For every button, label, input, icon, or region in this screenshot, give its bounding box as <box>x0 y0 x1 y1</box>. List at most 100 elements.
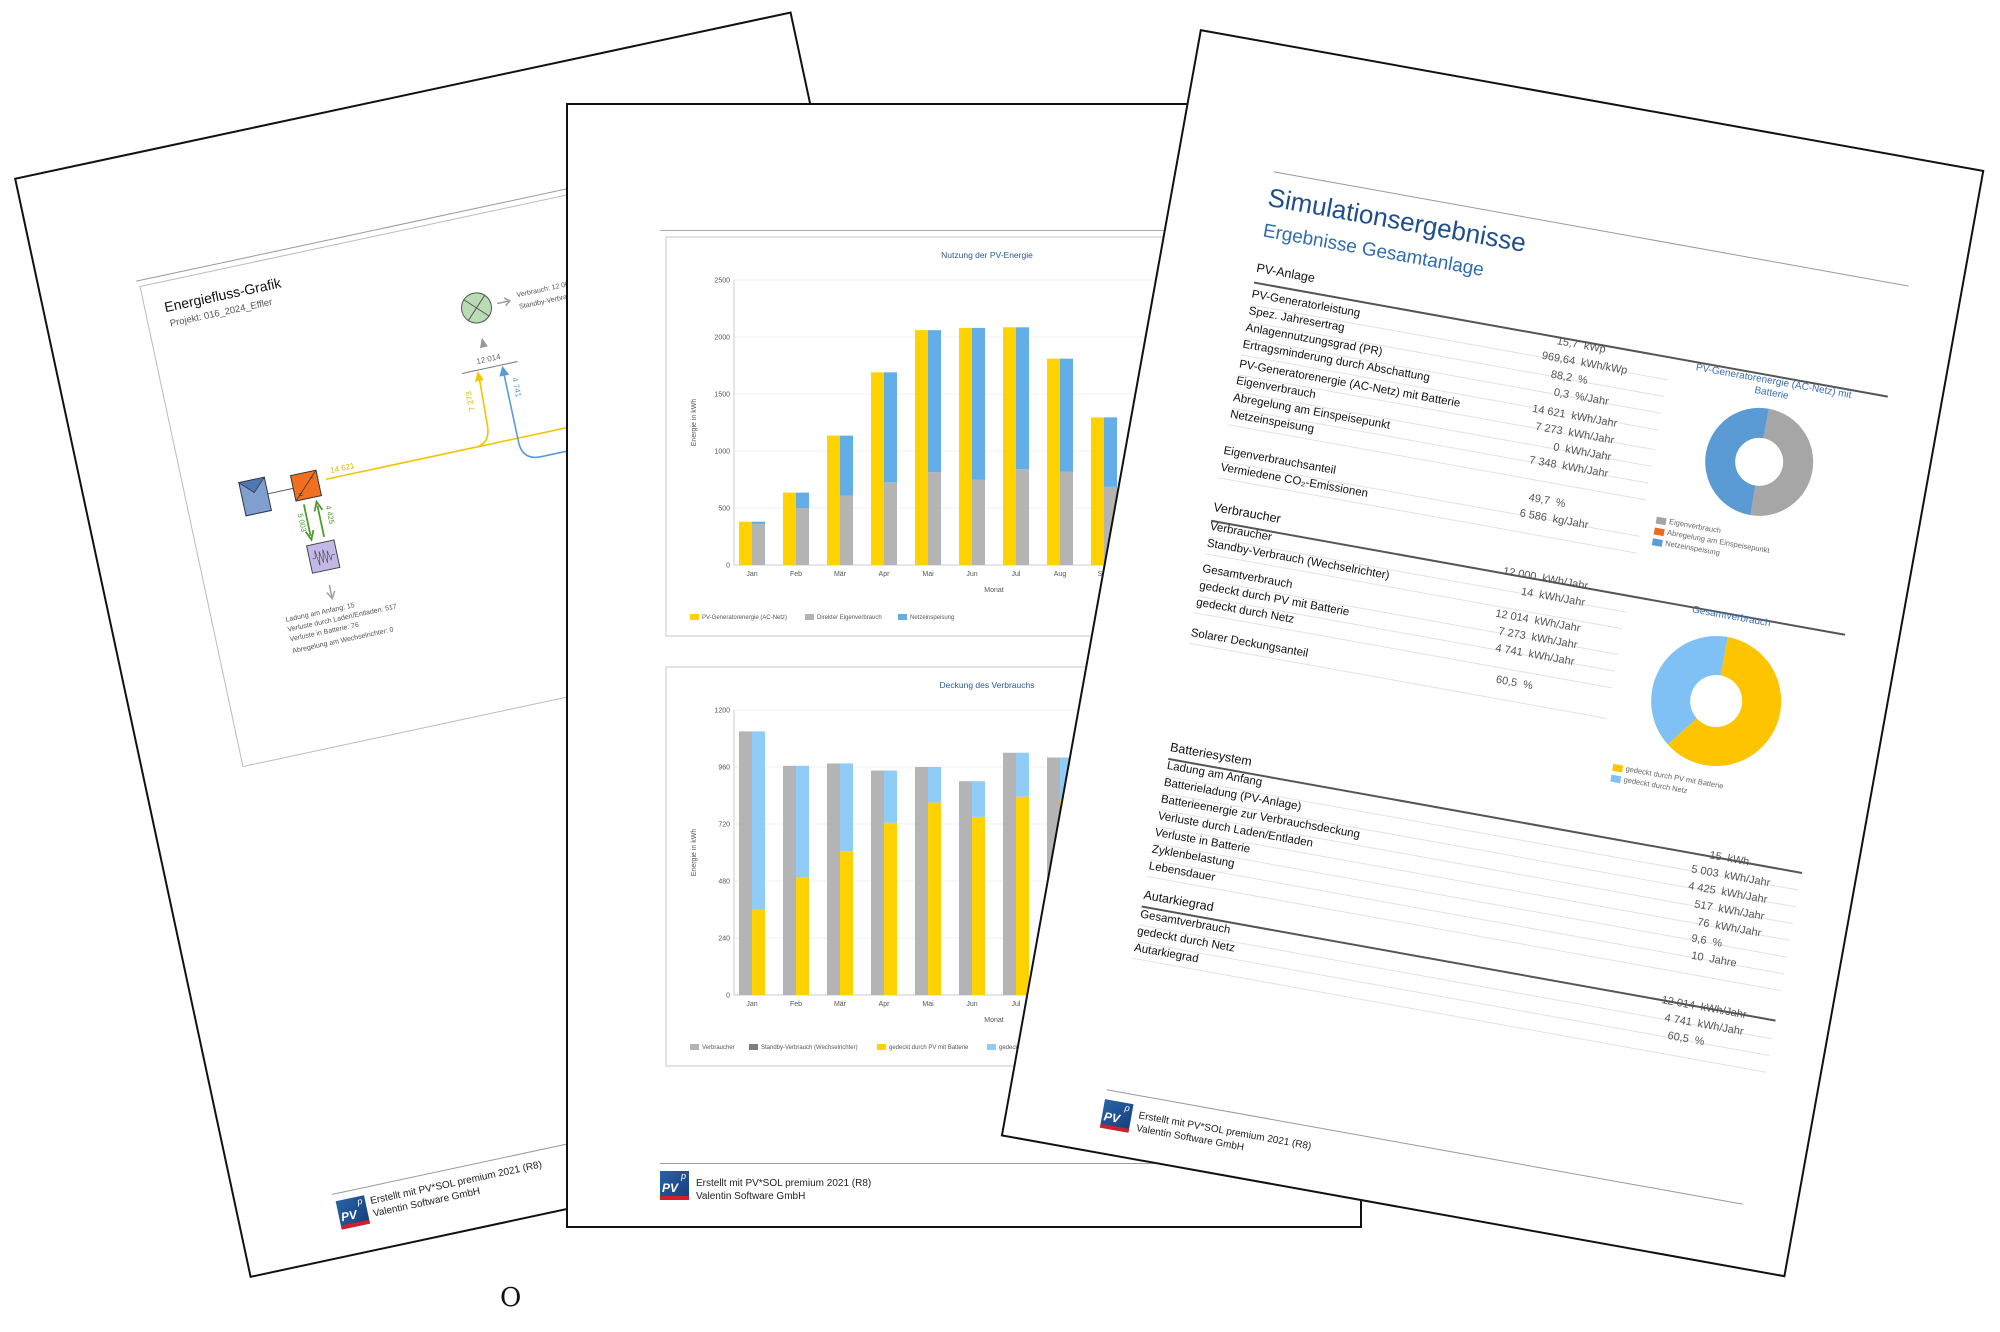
bar-gedeckt-durch-netz <box>972 781 985 817</box>
footer-line-1: Erstellt mit PV*SOL premium 2021 (R8) <box>696 1178 872 1189</box>
bar-netzeinspeisung <box>1060 358 1073 472</box>
bar-pv-generatorenergie-ac-netz- <box>915 330 928 565</box>
legend-label: Verbraucher <box>702 1045 735 1051</box>
row-unit: Jahre <box>1708 952 1738 970</box>
connector-line <box>267 487 294 495</box>
arrow-up-icon <box>480 337 488 349</box>
x-tick-label: Jan <box>746 1001 757 1008</box>
bar-netzeinspeisung <box>1016 327 1029 470</box>
y-tick-label: 1000 <box>714 449 730 456</box>
bar-gedeckt-durch-pv-mit-batterie <box>752 909 765 995</box>
legend-swatch <box>1610 774 1622 783</box>
bar-netzeinspeisung <box>796 492 809 508</box>
bar-pv-generatorenergie-ac-netz- <box>1003 327 1016 565</box>
bar-verbraucher <box>783 765 796 995</box>
bar-direkter-eigenverbrauch <box>752 523 765 565</box>
bar-pv-generatorenergie-ac-netz- <box>739 521 752 565</box>
bar-pv-generatorenergie-ac-netz- <box>1047 358 1060 565</box>
svg-text:=: = <box>298 492 303 500</box>
pv-module-icon <box>237 476 272 517</box>
row-unit: % <box>1693 1034 1706 1049</box>
bar-gedeckt-durch-pv-mit-batterie <box>796 877 809 995</box>
arrow-up-icon <box>474 371 484 382</box>
flow-total-consumer: 12 014 <box>476 352 502 366</box>
pvsol-logo: PV p <box>660 1171 689 1200</box>
row-unit: kWh <box>1726 852 1751 869</box>
battery-icon <box>306 539 341 574</box>
header-rule <box>660 230 1360 231</box>
x-tick-label: Feb <box>790 571 802 578</box>
bar-pv-generatorenergie-ac-netz- <box>959 327 972 565</box>
flow-pv-to-consumer: 7 273 <box>464 390 477 412</box>
y-tick-label: 2500 <box>714 278 730 285</box>
bar-gedeckt-durch-pv-mit-batterie <box>972 816 985 995</box>
y-tick-label: 240 <box>718 936 730 943</box>
bar-verbraucher <box>827 763 840 995</box>
row-unit: kWh/Jahr <box>1696 1017 1745 1038</box>
flow-battery-discharge: 4 425 <box>324 504 337 524</box>
y-tick-label: 0 <box>726 563 730 570</box>
stray-character: O <box>500 1283 522 1313</box>
bar-direkter-eigenverbrauch <box>972 479 985 565</box>
bar-direkter-eigenverbrauch <box>884 482 897 565</box>
arrow-up-icon <box>313 499 326 538</box>
x-tick-label: Apr <box>879 1001 891 1008</box>
bar-direkter-eigenverbrauch <box>928 472 941 565</box>
row-unit: kWh/Jahr <box>1714 919 1763 940</box>
x-tick-label: Mär <box>834 1001 847 1008</box>
legend-swatch <box>1653 526 1665 536</box>
row-unit: kWh/Jahr <box>1723 869 1772 890</box>
bar-netzeinspeisung <box>840 435 853 496</box>
x-tick-label: Jun <box>966 571 977 578</box>
bar-netzeinspeisung <box>972 327 985 480</box>
x-tick-label: Feb <box>790 1001 802 1008</box>
bar-gedeckt-durch-netz <box>1016 752 1029 797</box>
energy-flow-diagram: 12 014 7 273 4 741 14 621 Verbrauch: 12 … <box>237 280 801 655</box>
legend-swatch <box>690 614 699 620</box>
pv-to-consumer-line <box>477 378 489 448</box>
bar-gedeckt-durch-pv-mit-batterie <box>884 822 897 995</box>
bar-gedeckt-durch-pv-mit-batterie <box>928 802 941 995</box>
footer-text: Erstellt mit PV*SOL premium 2021 (R8) Va… <box>1135 1109 1312 1166</box>
bar-gedeckt-durch-netz <box>840 763 853 852</box>
bar-verbraucher <box>1003 752 1016 995</box>
legend-swatch <box>690 1044 699 1050</box>
legend-swatch <box>987 1044 996 1050</box>
pvsol-logo: PV p <box>335 1195 371 1230</box>
legend-swatch <box>1655 516 1667 525</box>
bar-pv-generatorenergie-ac-netz- <box>1091 417 1104 565</box>
bar-direkter-eigenverbrauch <box>1016 469 1029 565</box>
y-tick-label: 2000 <box>714 335 730 342</box>
x-tick-label: Jan <box>746 571 757 578</box>
svg-text:~: ~ <box>309 475 314 483</box>
row-unit: kWh/Jahr <box>1699 1001 1748 1022</box>
legend-swatch <box>877 1044 886 1050</box>
bar-verbraucher <box>739 731 752 995</box>
x-tick-label: Mär <box>834 571 847 578</box>
x-tick-label: Mai <box>922 1001 934 1008</box>
chart-title: Deckung des Verbrauchs <box>940 680 1035 690</box>
bar-netzeinspeisung <box>884 372 897 483</box>
arrow-down-icon <box>302 504 315 542</box>
donut-slice-eigenverbrauch <box>1750 408 1814 516</box>
y-axis-label: Energie in kWh <box>691 829 698 877</box>
bar-netzeinspeisung <box>928 330 941 473</box>
row-unit: % <box>1711 936 1724 950</box>
legend-swatch <box>1651 537 1663 547</box>
arrow-up-icon <box>499 365 510 377</box>
bar-verbraucher <box>871 770 884 995</box>
footer-line-2: Valentin Software GmbH <box>696 1191 806 1202</box>
bar-gedeckt-durch-pv-mit-batterie <box>1016 796 1029 995</box>
bar-pv-generatorenergie-ac-netz- <box>827 435 840 565</box>
bar-pv-generatorenergie-ac-netz- <box>871 372 884 565</box>
bar-direkter-eigenverbrauch <box>840 495 853 565</box>
x-axis-label: Monat <box>984 1017 1004 1024</box>
row-unit: kWh/Jahr <box>1720 886 1769 907</box>
y-tick-label: 500 <box>718 506 730 513</box>
y-tick-label: 1500 <box>714 392 730 399</box>
y-tick-label: 1200 <box>714 708 730 715</box>
legend-swatch <box>749 1044 758 1050</box>
legend-swatch <box>898 614 907 620</box>
x-axis-label: Monat <box>984 587 1004 594</box>
legend-label: Standby-Verbrauch (Wechselrichter) <box>761 1045 858 1051</box>
